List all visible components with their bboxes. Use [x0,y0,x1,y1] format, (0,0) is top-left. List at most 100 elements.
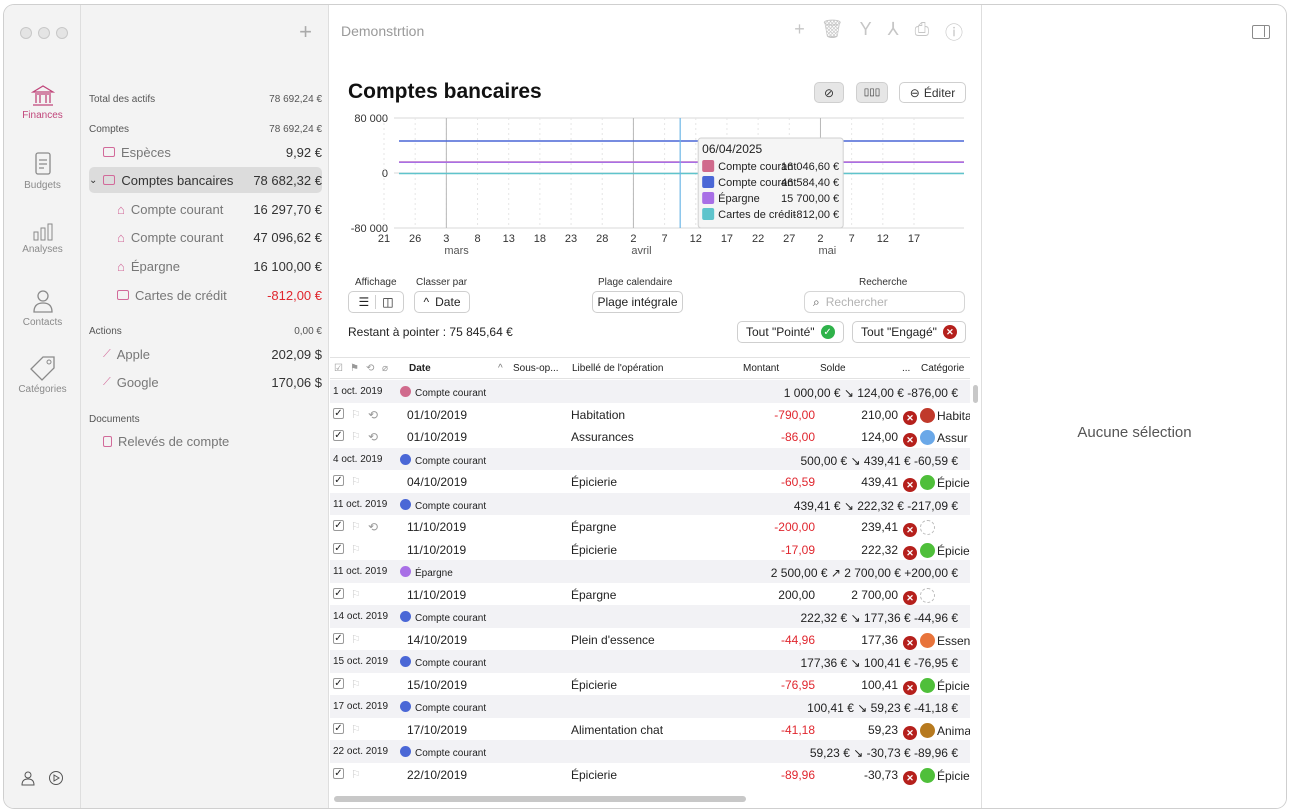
col-categorie[interactable]: Catégorie [921,363,965,374]
x-icon[interactable]: ✕ [903,770,917,785]
flag-icon[interactable]: ⚐ [351,723,361,736]
group-header-row[interactable]: 22 oct. 2019 Compte courant 59,23 € ↘ -30,… [330,740,970,763]
edit-button[interactable]: ⊖ Éditer [899,82,966,103]
chart-toggle-button[interactable]: ▯▯▯ [856,82,888,103]
checked-checkbox[interactable]: ✓ [333,587,344,599]
group-header-row[interactable]: 1 oct. 2019 Compte courant 1 000,00 € ↘ 12… [330,380,970,403]
x-icon[interactable]: ✕ [903,410,917,425]
checked-checkbox[interactable]: ✓ [333,520,344,531]
flag-icon[interactable]: ⚐ [351,768,361,781]
date-range-button[interactable]: Plage intégrale [592,291,683,313]
group-header-row[interactable]: 4 oct. 2019 Compte courant 500,00 € ↘ 439,… [330,447,970,470]
sidebar-item-comptes-bancaires[interactable]: ⌄ Comptes bancaires 78 682,32 € [89,167,322,193]
group-header-row[interactable]: 17 oct. 2019 Compte courant 100,41 € ↘ 59,… [330,695,970,718]
checkbox-column-icon[interactable]: ☑ [334,363,343,374]
table-row[interactable]: ✓ ⚐ 17/10/2019 Alimentation chat -41,18 59,23… [330,718,970,741]
merge-icon[interactable]: ⅄ [887,19,899,39]
x-icon[interactable]: ✕ [903,433,917,447]
flag-column-icon[interactable]: ⚑ [350,363,359,374]
rail-item-budgets[interactable]: Budgets [4,151,81,191]
col-date[interactable]: Date [409,363,431,374]
flag-icon[interactable]: ⚐ [351,588,361,601]
x-icon[interactable]: ✕ [903,523,917,537]
sidebar-item-epargne[interactable]: ⌂ Épargne 16 100,00 € [89,253,322,279]
checked-checkbox[interactable]: ✓ [333,722,344,734]
zoom-window-button[interactable] [56,27,68,39]
checked-checkbox[interactable]: ✓ [333,542,344,554]
close-window-button[interactable] [20,27,32,39]
table-row[interactable]: ✓ ⚐ 14/10/2019 Plein d'essence -44,96 177,36 ✕… [330,628,970,651]
table-row[interactable]: ✓ ⚐ 15/10/2019 Épicierie -76,95 100,41 ✕ Épicie [330,673,970,696]
col-montant[interactable]: Montant [743,363,780,374]
sidebar-item-google[interactable]: ⟋ Google 170,06 $ [89,369,322,395]
documents-row[interactable]: Documents [89,410,322,428]
table-row[interactable]: ✓ ⚐ 11/10/2019 Épicierie -17,09 222,32 ✕ Épicie [330,538,970,561]
checked-checkbox[interactable]: ✓ [333,407,344,419]
table-row[interactable]: ✓ ⚐ 22/10/2019 Épicierie -89,96 -30,73 ✕ Épicie [330,763,970,786]
flag-icon[interactable]: ⚐ [351,476,361,488]
checked-checkbox[interactable]: ✓ [333,430,344,441]
checked-checkbox[interactable]: ✓ [333,677,344,689]
flag-icon[interactable]: ⚐ [351,678,361,691]
table-row[interactable]: ✓ ⚐ 04/10/2019 Épicierie -60,59 439,41 ✕ Épicie [330,470,970,493]
rail-item-analyses[interactable]: Analyses [4,223,81,255]
col-sous-op[interactable]: Sous-op... [513,363,559,374]
group-header-row[interactable]: 11 oct. 2019 Épargne 2 500,00 € ↗ 2 700,00… [330,560,970,583]
flag-icon[interactable]: ⚐ [351,521,361,533]
search-input[interactable]: ⌕ Rechercher [804,291,965,313]
table-row[interactable]: ✓ ⚐ ⟲ 11/10/2019 Épargne -200,00 239,41 ✕ [330,515,970,538]
account-icon[interactable] [20,770,36,786]
group-header-row[interactable]: 14 oct. 2019 Compte courant 222,32 € ↘ 177… [330,605,970,628]
reconcile-button[interactable]: ⊘ [814,82,844,103]
flag-icon[interactable]: ⚐ [351,431,361,443]
sidebar-item-compte-courant-1[interactable]: ⌂ Compte courant 16 297,70 € [89,196,322,222]
vertical-scrollbar[interactable] [973,385,978,403]
trash-icon[interactable]: 🗑 [820,19,844,39]
flag-icon[interactable]: ⚐ [351,633,361,646]
table-row[interactable]: ✓ ⚐ 11/10/2019 Épargne 200,00 2 700,00 ✕ [330,583,970,606]
print-icon[interactable]: ⎙ [914,19,929,39]
add-account-button[interactable]: + [299,19,312,44]
split-icon[interactable]: Y [859,19,872,39]
x-icon[interactable]: ✕ [903,680,917,695]
x-icon[interactable]: ✕ [903,590,917,605]
table-row[interactable]: ✓ ⚐ ⟲ 01/10/2019 Habitation -790,00 210,00 ✕ Hab… [330,403,970,426]
sidebar-item-apple[interactable]: ⟋ Apple 202,09 $ [89,341,322,367]
group-header-row[interactable]: 15 oct. 2019 Compte courant 177,36 € ↘ 100… [330,650,970,673]
sidebar-item-compte-courant-2[interactable]: ⌂ Compte courant 47 096,62 € [89,224,322,250]
mark-all-committed-button[interactable]: Tout "Engagé" ✕ [852,321,966,343]
minimize-window-button[interactable] [38,27,50,39]
rail-item-finances[interactable]: Finances [4,85,81,121]
rail-item-categories[interactable]: Catégories [4,355,81,395]
sidebar-item-especes[interactable]: Espèces 9,92 € [89,139,322,165]
x-icon[interactable]: ✕ [903,725,917,740]
checked-checkbox[interactable]: ✓ [333,767,344,779]
checked-checkbox[interactable]: ✓ [333,475,344,486]
x-icon[interactable]: ✕ [903,545,917,560]
group-header-row[interactable]: 11 oct. 2019 Compte courant 439,41 € ↘ 222… [330,492,970,515]
sidebar-item-releves[interactable]: Relevés de compte [89,428,322,454]
chevron-down-icon[interactable]: ⌄ [89,174,98,186]
column-view-icon[interactable]: ◫ [382,295,394,309]
flag-icon[interactable]: ⚐ [351,408,361,421]
col-libelle[interactable]: Libellé de l'opération [572,363,664,374]
horizontal-scrollbar[interactable] [334,796,746,802]
sidebar-toggle-icon[interactable] [1252,25,1270,39]
flag-icon[interactable]: ⚐ [351,543,361,556]
col-solde[interactable]: Solde [820,363,846,374]
col-more[interactable]: ... [902,363,911,374]
view-toggle[interactable]: ☰ ◫ [348,291,404,313]
x-icon[interactable]: ✕ [903,635,917,650]
add-icon[interactable]: + [794,19,805,39]
sidebar-item-cartes-credit[interactable]: Cartes de crédit -812,00 € [89,282,322,308]
list-view-icon[interactable]: ☰ [352,295,377,309]
table-row[interactable]: ✓ ⚐ ⟲ 01/10/2019 Assurances -86,00 124,00 ✕ Assu… [330,425,970,448]
attachment-column-icon[interactable]: ⌀ [382,363,389,374]
checked-checkbox[interactable]: ✓ [333,632,344,644]
actions-row[interactable]: Actions 0,00 € [89,322,322,340]
x-icon[interactable]: ✕ [903,478,917,492]
rail-item-contacts[interactable]: Contacts [4,288,81,328]
settings-icon[interactable] [48,770,64,786]
mark-all-checked-button[interactable]: Tout "Pointé" ✓ [737,321,844,343]
help-icon[interactable]: ⓘ [945,23,963,43]
